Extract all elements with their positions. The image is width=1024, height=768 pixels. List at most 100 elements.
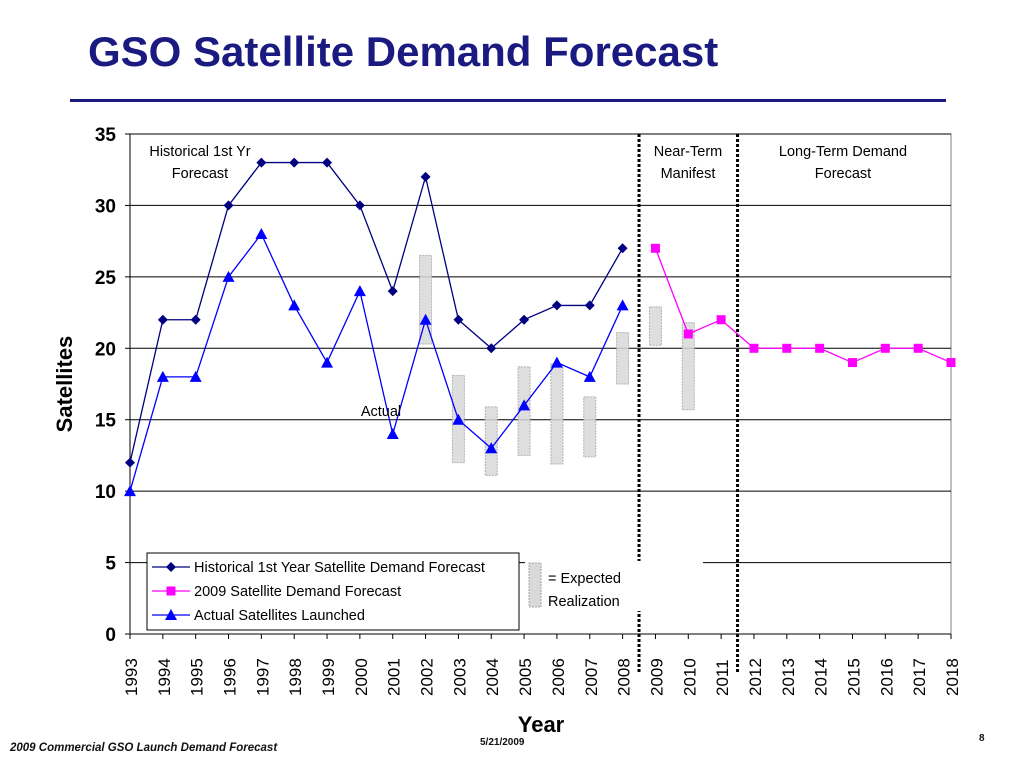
- data-point: [486, 343, 497, 354]
- expected-range-bar: [616, 332, 630, 385]
- x-tick-label: 2003: [450, 658, 469, 696]
- series-line: [129, 161, 624, 463]
- data-point: [420, 171, 431, 182]
- data-point: [583, 370, 596, 382]
- x-tick-label: 2002: [418, 658, 437, 696]
- actual-label: Actual: [361, 404, 401, 420]
- data-point: [354, 200, 365, 211]
- x-tick-label: 2011: [713, 659, 732, 696]
- x-tick-label: 2008: [615, 658, 634, 696]
- x-tick-label: 1994: [155, 658, 174, 696]
- expected-range-bar: [681, 322, 695, 411]
- region-label: Long-Term Demand: [779, 144, 907, 160]
- data-point: [223, 200, 234, 211]
- data-point: [650, 243, 660, 253]
- expected-range-bar: [517, 366, 531, 456]
- x-tick-label: 2016: [877, 658, 896, 696]
- y-tick-label: 20: [95, 339, 116, 360]
- x-tick-label: 1998: [286, 658, 305, 696]
- x-tick-label: 2012: [746, 658, 765, 696]
- x-tick-label: 2018: [943, 658, 962, 696]
- data-point: [124, 485, 136, 497]
- data-point: [256, 157, 267, 168]
- data-point: [419, 313, 432, 325]
- x-tick-label: 2006: [549, 658, 568, 696]
- x-tick-label: 2005: [516, 658, 535, 696]
- legend: Historical 1st Year Satellite Demand For…: [146, 552, 520, 631]
- data-point: [782, 343, 792, 353]
- title-rule: [70, 99, 946, 102]
- series-group: [124, 228, 629, 497]
- data-point: [519, 314, 530, 325]
- x-tick-label: 1995: [188, 658, 207, 696]
- y-tick-label: 15: [95, 411, 117, 432]
- data-point: [550, 356, 563, 368]
- x-tick-label: 2004: [483, 658, 502, 696]
- y-tick-label: 0: [105, 625, 116, 646]
- y-tick-label: 10: [95, 482, 116, 503]
- data-point: [255, 228, 268, 239]
- series-line: [654, 248, 952, 364]
- x-tick-label: 1997: [253, 658, 272, 696]
- data-point: [288, 299, 301, 311]
- expected-key-label: Realization: [548, 594, 620, 610]
- legend-label: Historical 1st Year Satellite Demand For…: [194, 560, 485, 576]
- region-label: Manifest: [661, 166, 716, 182]
- data-point: [946, 358, 956, 368]
- data-point: [551, 300, 562, 311]
- page-number: 8: [979, 733, 985, 744]
- data-point: [584, 300, 595, 311]
- expected-range-bar: [583, 396, 597, 458]
- series: [124, 157, 956, 497]
- expected-key-swatch: [528, 562, 542, 608]
- data-point: [322, 157, 333, 168]
- series-group: [125, 157, 628, 468]
- data-point: [166, 562, 176, 572]
- x-tick-label: 1999: [319, 658, 338, 696]
- x-tick-label: 2010: [680, 658, 699, 696]
- data-point: [617, 243, 628, 254]
- y-tick-label: 35: [95, 125, 117, 146]
- data-point: [683, 329, 693, 339]
- slide-title: GSO Satellite Demand Forecast: [88, 28, 719, 75]
- data-point: [749, 343, 759, 353]
- axes: 0 5 10 15 20 25 30 35 1993 1994 1995 1996 1997 1998 19…: [52, 125, 962, 737]
- series-line: [129, 232, 624, 492]
- y-tick-label: 25: [95, 268, 117, 289]
- y-tick-label: 5: [105, 554, 116, 575]
- x-tick-label: 1996: [221, 658, 240, 696]
- footer-text: 2009 Commercial GSO Launch Demand Foreca…: [10, 742, 278, 754]
- expected-range-bar: [648, 306, 662, 346]
- data-point: [453, 314, 464, 325]
- data-point: [190, 314, 201, 325]
- data-point: [452, 413, 465, 425]
- data-point: [321, 356, 334, 368]
- x-tick-label: 2013: [779, 658, 798, 696]
- data-point: [157, 314, 168, 325]
- legend-label: Actual Satellites Launched: [194, 608, 365, 624]
- data-point: [166, 586, 176, 596]
- data-point: [880, 343, 890, 353]
- y-axis-title: Satellites: [52, 336, 77, 433]
- x-tick-label: 2007: [582, 658, 601, 696]
- data-point: [913, 343, 923, 353]
- data-point: [289, 157, 300, 168]
- x-tick-label: 2014: [812, 658, 831, 696]
- series-group: [650, 243, 956, 368]
- y-tick-label: 30: [95, 196, 116, 217]
- expected-key-label: = Expected: [548, 571, 621, 587]
- x-tick-label: 2009: [647, 658, 666, 696]
- x-tick-label: 2015: [844, 658, 863, 696]
- data-point: [156, 370, 169, 382]
- x-tick-label: 1993: [122, 658, 141, 696]
- expected-range-bar: [484, 406, 498, 476]
- x-tick-label: 2017: [910, 658, 929, 696]
- data-point: [353, 285, 366, 297]
- data-point: [716, 315, 726, 325]
- data-point: [165, 609, 177, 620]
- data-point: [189, 370, 202, 382]
- data-point: [387, 286, 398, 297]
- data-point: [386, 428, 399, 439]
- annotations: Historical 1st Yr Forecast Near-Term Manife…: [149, 144, 907, 611]
- footer-date: 5/21/2009: [480, 737, 525, 748]
